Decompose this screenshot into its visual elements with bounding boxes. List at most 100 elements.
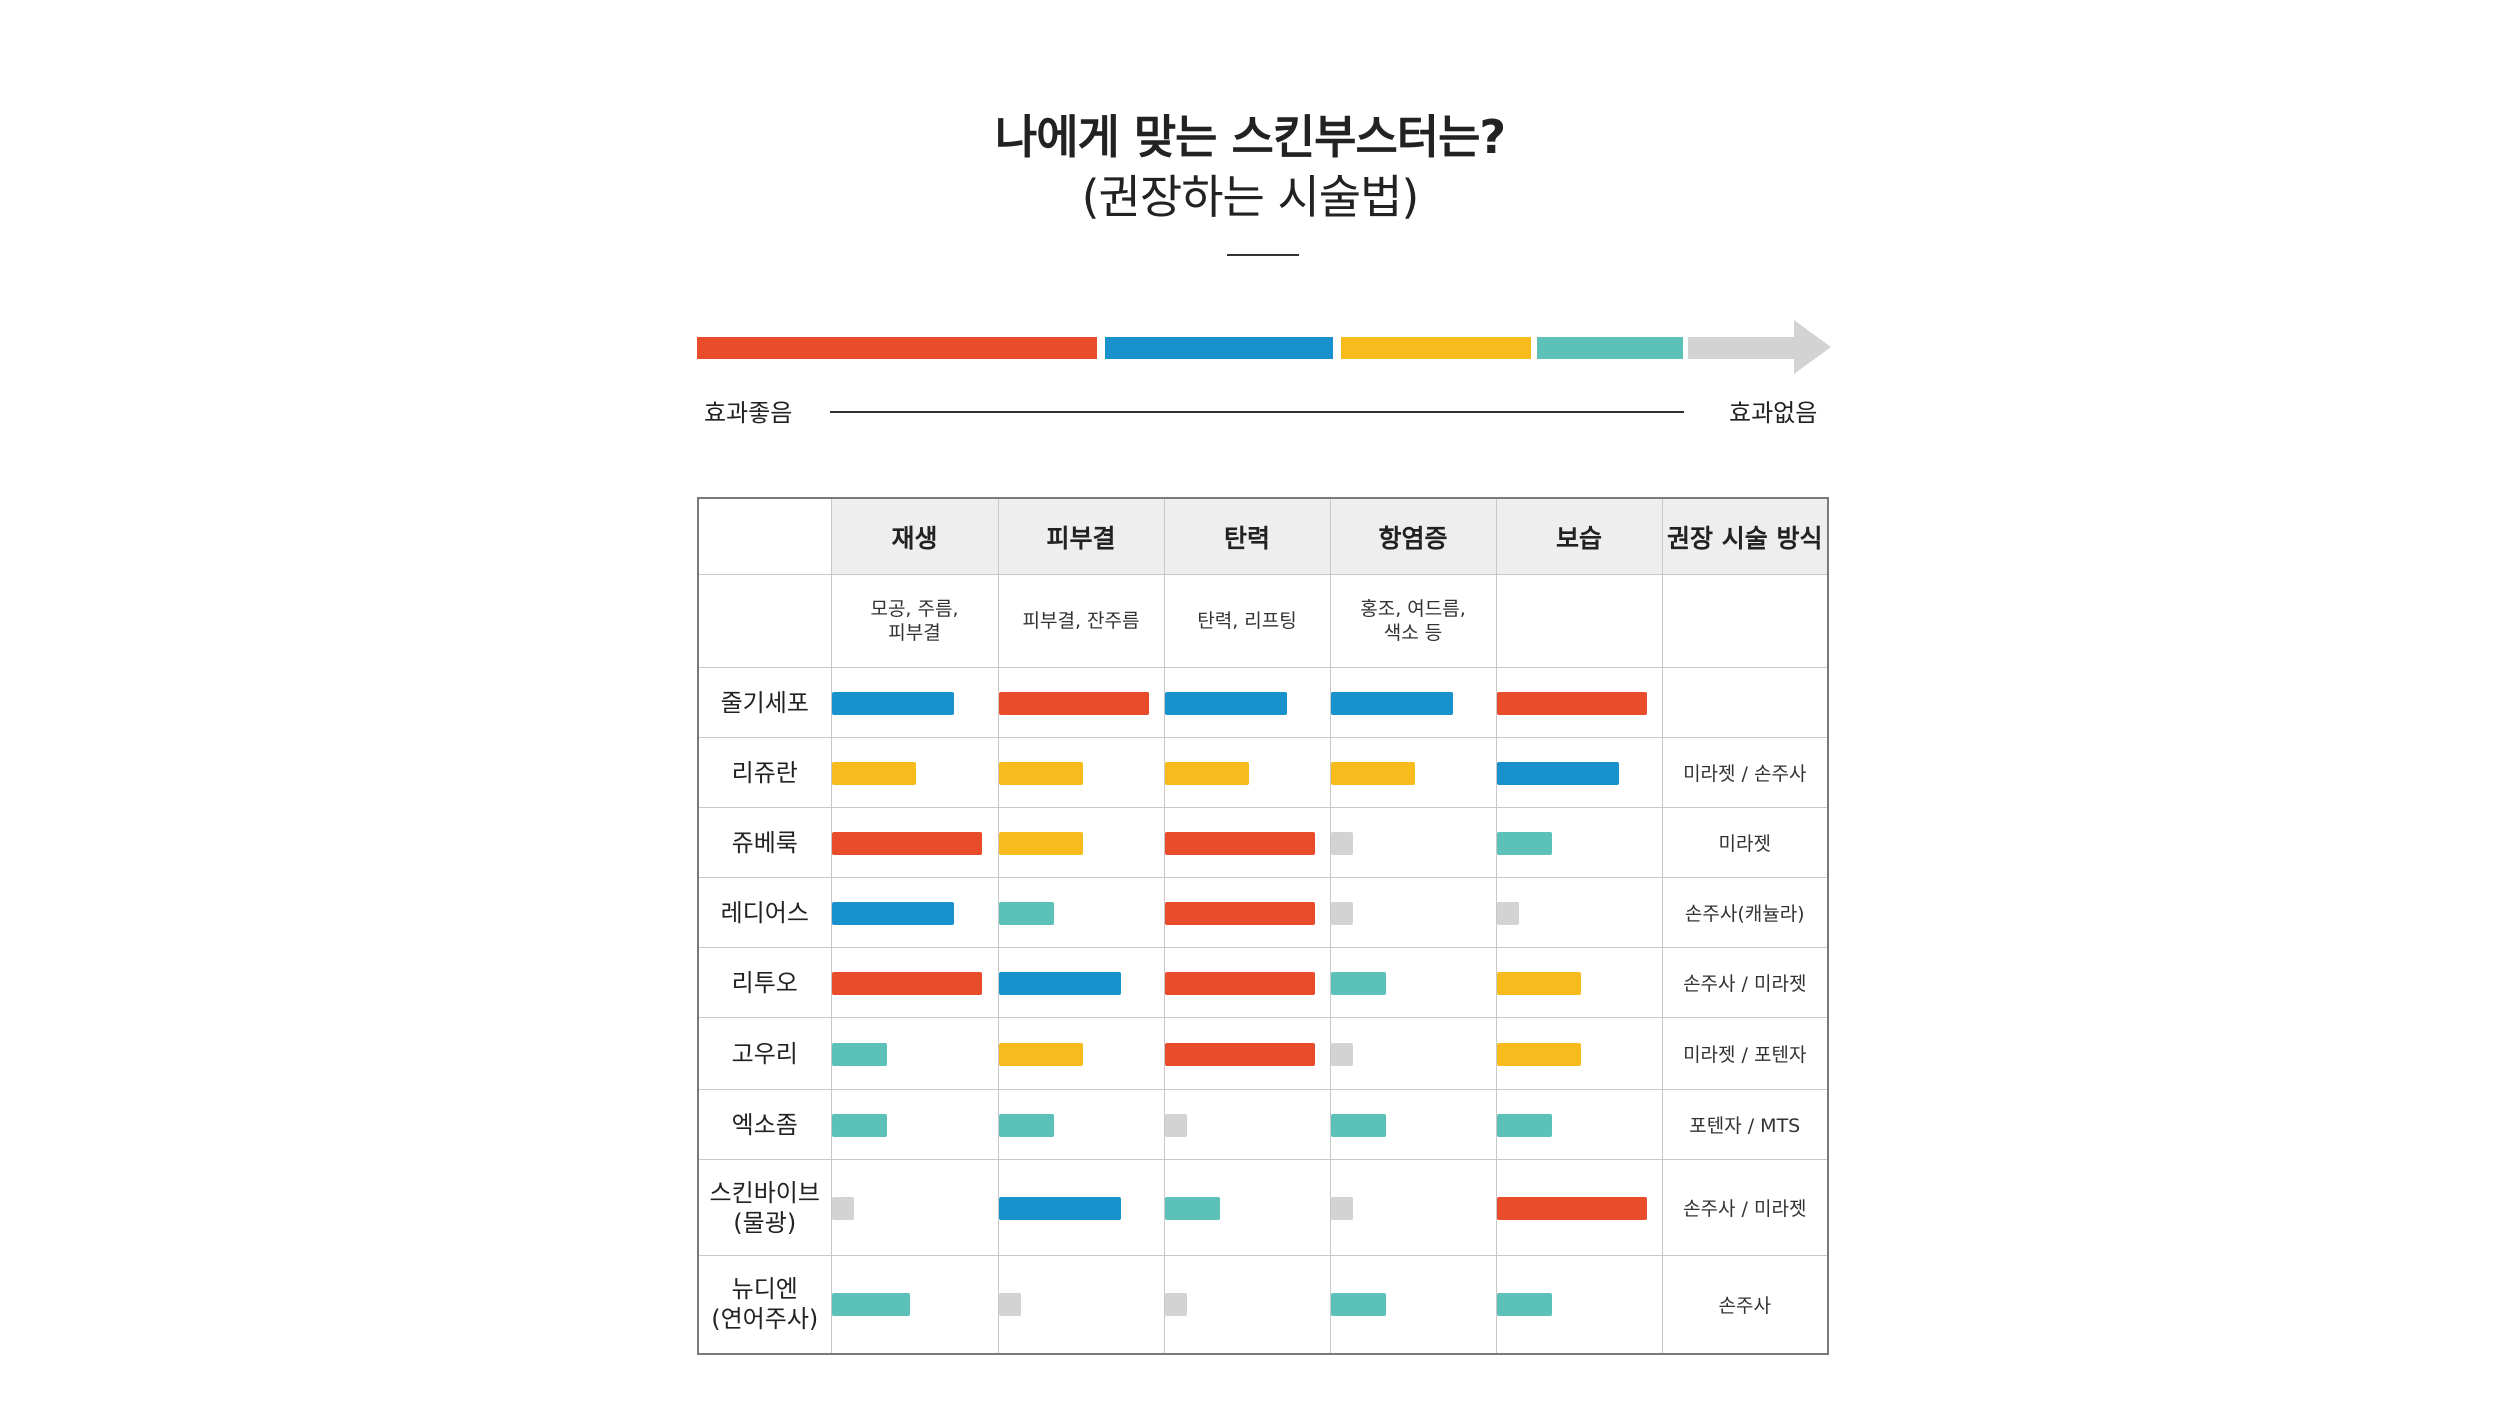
effect-scale-legend bbox=[697, 320, 1837, 375]
scale-segment-teal bbox=[1537, 337, 1683, 359]
product-name: 리쥬란 bbox=[697, 737, 832, 808]
title-divider bbox=[1227, 254, 1299, 256]
rating-cell bbox=[997, 737, 1165, 808]
rating-cell bbox=[830, 737, 999, 808]
rating-bar-blue bbox=[1164, 691, 1287, 715]
product-name-line: 스킨바이브 bbox=[709, 1178, 820, 1207]
rating-bar-teal bbox=[1496, 831, 1552, 855]
rating-cell bbox=[997, 807, 1165, 878]
rating-cell bbox=[1495, 807, 1663, 878]
rating-bar-yellow bbox=[998, 831, 1083, 855]
rating-cell bbox=[1163, 1255, 1331, 1354]
rating-cell bbox=[830, 667, 999, 738]
rating-cell bbox=[1163, 1159, 1331, 1256]
rating-bar-red bbox=[1496, 1196, 1647, 1220]
rating-bar-gray bbox=[831, 1196, 854, 1220]
rating-cell bbox=[830, 1017, 999, 1090]
rating-bar-teal bbox=[1330, 1113, 1386, 1137]
rating-bar-gray bbox=[1330, 1196, 1353, 1220]
rating-cell bbox=[1163, 667, 1331, 738]
rating-bar-yellow bbox=[1496, 971, 1581, 995]
rating-cell bbox=[1495, 1017, 1663, 1090]
rating-bar-red bbox=[1164, 971, 1315, 995]
column-description-line: 색소 등 bbox=[1383, 622, 1443, 644]
product-name: 레디어스 bbox=[697, 877, 832, 948]
product-name-line: (연어주사) bbox=[711, 1305, 819, 1334]
rating-bar-teal bbox=[1330, 1293, 1386, 1317]
product-name: 뉴디엔 (연어주사) bbox=[697, 1255, 832, 1354]
rating-cell bbox=[1163, 947, 1331, 1018]
rating-cell bbox=[1329, 1017, 1497, 1090]
rating-cell bbox=[1329, 737, 1497, 808]
recommended-method: 손주사 / 미라젯 bbox=[1661, 947, 1829, 1018]
rating-bar-yellow bbox=[998, 1042, 1083, 1066]
table-row: 줄기세포 bbox=[697, 667, 1829, 738]
rating-cell bbox=[1163, 1089, 1331, 1160]
table-row: 레디어스 손주사(캐뉼라) bbox=[697, 877, 1829, 948]
recommended-method: 미라젯 bbox=[1661, 807, 1829, 878]
scale-right-label: 효과없음 bbox=[1729, 399, 1818, 427]
rating-bar-red bbox=[1164, 901, 1315, 925]
corner-cell bbox=[697, 497, 832, 575]
scale-arrow-icon bbox=[1794, 320, 1831, 374]
rating-cell bbox=[1495, 1089, 1663, 1160]
column-header-regeneration: 재생 bbox=[830, 497, 999, 575]
rating-cell bbox=[1495, 877, 1663, 948]
scale-segment-red bbox=[697, 337, 1097, 359]
rating-bar-blue bbox=[1496, 761, 1619, 785]
product-name: 고우리 bbox=[697, 1017, 832, 1090]
rating-cell bbox=[830, 1255, 999, 1354]
table-row: 스킨바이브 (물광) 손주사 / 미라젯 bbox=[697, 1159, 1829, 1256]
column-description-line: 탄력, 리프팅 bbox=[1197, 610, 1297, 632]
scale-segment-gray bbox=[1688, 337, 1795, 359]
page-subtitle: (권장하는 시술법) bbox=[1081, 170, 1420, 224]
column-description-line: 피부결, 잔주름 bbox=[1022, 610, 1140, 632]
rating-cell bbox=[1329, 1159, 1497, 1256]
rating-cell bbox=[1163, 737, 1331, 808]
rating-bar-gray bbox=[1164, 1293, 1187, 1317]
column-description-line: 피부결 bbox=[888, 622, 941, 644]
description-corner-cell bbox=[697, 574, 832, 668]
recommended-method: 손주사(캐뉼라) bbox=[1661, 877, 1829, 948]
rating-bar-gray bbox=[998, 1293, 1021, 1317]
rating-bar-gray bbox=[1164, 1113, 1187, 1137]
scale-segment-blue bbox=[1105, 337, 1333, 359]
product-name-line: 고우리 bbox=[731, 1039, 798, 1068]
rating-bar-red bbox=[831, 831, 982, 855]
rating-bar-red bbox=[831, 971, 982, 995]
rating-bar-teal bbox=[831, 1113, 887, 1137]
rating-bar-yellow bbox=[831, 761, 916, 785]
product-name-line: 뉴디엔 bbox=[731, 1275, 798, 1304]
column-header-method: 권장 시술 방식 bbox=[1661, 497, 1829, 575]
recommended-method: 미라젯 / 손주사 bbox=[1661, 737, 1829, 808]
product-name-line: 레디어스 bbox=[720, 898, 809, 927]
rating-bar-teal bbox=[1330, 971, 1386, 995]
column-description-line: 홍조, 여드름, bbox=[1360, 598, 1466, 620]
product-name: 리투오 bbox=[697, 947, 832, 1018]
product-name-line: 엑소좀 bbox=[731, 1110, 798, 1139]
rating-bar-blue bbox=[831, 691, 954, 715]
rating-cell bbox=[1495, 737, 1663, 808]
rating-bar-gray bbox=[1330, 831, 1353, 855]
rating-bar-red bbox=[1164, 1042, 1315, 1066]
column-header-elasticity: 탄력 bbox=[1163, 497, 1331, 575]
rating-bar-teal bbox=[831, 1042, 887, 1066]
rating-cell bbox=[1329, 807, 1497, 878]
product-name-line: 리투오 bbox=[731, 968, 798, 997]
rating-bar-blue bbox=[998, 971, 1121, 995]
rating-cell bbox=[830, 1089, 999, 1160]
column-header-texture: 피부결 bbox=[997, 497, 1165, 575]
table-row: 쥬베룩 미라젯 bbox=[697, 807, 1829, 878]
recommended-method: 포텐자 / MTS bbox=[1661, 1089, 1829, 1160]
rating-cell bbox=[1329, 1255, 1497, 1354]
rating-cell bbox=[830, 947, 999, 1018]
rating-bar-yellow bbox=[1330, 761, 1415, 785]
product-name: 스킨바이브 (물광) bbox=[697, 1159, 832, 1256]
rating-bar-blue bbox=[831, 901, 954, 925]
table-row: 엑소좀 포텐자 / MTS bbox=[697, 1089, 1829, 1160]
rating-cell bbox=[1329, 877, 1497, 948]
rating-cell bbox=[997, 667, 1165, 738]
rating-bar-gray bbox=[1330, 1042, 1353, 1066]
product-name-line: 쥬베룩 bbox=[731, 828, 798, 857]
rating-cell bbox=[1329, 947, 1497, 1018]
